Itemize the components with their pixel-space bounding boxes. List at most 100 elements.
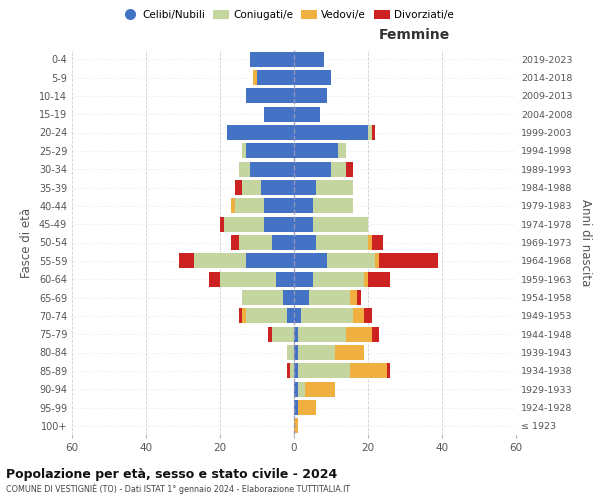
Bar [294,235,316,250]
Bar [242,290,283,305]
Bar [376,254,379,268]
Bar [372,125,376,140]
Bar [372,326,379,342]
Bar [265,198,294,214]
Bar [242,144,246,158]
Bar [242,180,260,195]
Bar [386,364,390,378]
Bar [368,235,372,250]
Bar [294,216,313,232]
Bar [313,216,368,232]
Bar [235,180,242,195]
Bar [368,272,390,286]
Bar [246,144,294,158]
Bar [239,162,250,176]
Bar [294,382,298,396]
Bar [179,254,194,268]
Bar [294,326,298,342]
Text: Popolazione per età, sesso e stato civile - 2024: Popolazione per età, sesso e stato civil… [6,468,337,481]
Bar [364,272,368,286]
Bar [227,125,294,140]
Bar [287,345,294,360]
Bar [250,162,294,176]
Bar [346,162,353,176]
Text: COMUNE DI VESTIGNIÈ (TO) - Dati ISTAT 1° gennaio 2024 - Elaborazione TUTTITALIA.: COMUNE DI VESTIGNIÈ (TO) - Dati ISTAT 1°… [6,484,350,494]
Bar [298,345,335,360]
Bar [290,364,294,378]
Bar [301,308,353,324]
Bar [316,235,368,250]
Bar [294,162,331,176]
Bar [379,254,438,268]
Legend: Celibi/Nubili, Coniugati/e, Vedovi/e, Divorziati/e: Celibi/Nubili, Coniugati/e, Vedovi/e, Di… [120,8,456,22]
Bar [246,308,287,324]
Bar [294,345,298,360]
Bar [331,162,346,176]
Bar [298,382,305,396]
Text: Femmine: Femmine [378,28,449,42]
Bar [194,254,246,268]
Bar [220,272,275,286]
Bar [357,290,361,305]
Bar [294,272,313,286]
Bar [294,254,328,268]
Bar [298,326,346,342]
Bar [250,52,294,66]
Bar [349,364,386,378]
Bar [313,272,364,286]
Bar [224,216,265,232]
Bar [305,382,335,396]
Bar [316,180,353,195]
Bar [287,364,290,378]
Bar [275,272,294,286]
Bar [265,106,294,122]
Bar [294,198,313,214]
Bar [335,345,364,360]
Bar [209,272,220,286]
Bar [294,125,368,140]
Bar [257,70,294,85]
Bar [220,216,224,232]
Bar [294,180,316,195]
Bar [309,290,349,305]
Bar [328,254,376,268]
Bar [298,364,349,378]
Bar [231,198,235,214]
Bar [364,308,372,324]
Bar [246,88,294,104]
Bar [246,254,294,268]
Bar [368,125,372,140]
Bar [372,235,383,250]
Bar [353,308,364,324]
Bar [294,400,298,415]
Bar [242,308,246,324]
Bar [294,364,298,378]
Bar [231,235,239,250]
Bar [283,290,294,305]
Bar [272,326,294,342]
Bar [294,52,323,66]
Bar [294,88,328,104]
Bar [235,198,265,214]
Bar [294,106,320,122]
Bar [268,326,272,342]
Bar [272,235,294,250]
Bar [349,290,357,305]
Y-axis label: Fasce di età: Fasce di età [20,208,33,278]
Bar [294,290,309,305]
Y-axis label: Anni di nascita: Anni di nascita [579,199,592,286]
Bar [294,144,338,158]
Bar [253,70,257,85]
Bar [298,400,316,415]
Bar [294,418,298,434]
Bar [294,70,331,85]
Bar [265,216,294,232]
Bar [260,180,294,195]
Bar [338,144,346,158]
Bar [346,326,372,342]
Bar [294,308,301,324]
Bar [313,198,353,214]
Bar [239,235,272,250]
Bar [239,308,242,324]
Bar [287,308,294,324]
